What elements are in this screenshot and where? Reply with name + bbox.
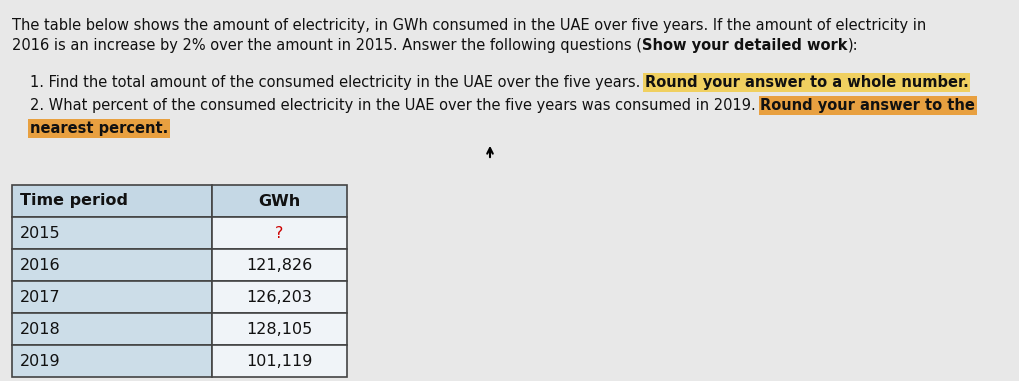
- Text: 2015: 2015: [20, 226, 60, 240]
- Bar: [212, 185, 347, 217]
- Text: 126,203: 126,203: [247, 290, 313, 304]
- Bar: [12, 281, 212, 313]
- Text: ):: ):: [848, 38, 858, 53]
- Bar: [12, 345, 212, 377]
- Bar: [212, 313, 347, 345]
- Text: 121,826: 121,826: [247, 258, 313, 272]
- Text: 2019: 2019: [20, 354, 60, 368]
- Bar: [12, 185, 212, 217]
- Bar: [12, 217, 212, 249]
- Text: The table below shows the amount of electricity, in GWh consumed in the UAE over: The table below shows the amount of elec…: [12, 18, 926, 33]
- Text: nearest percent.: nearest percent.: [30, 121, 168, 136]
- Text: ?: ?: [275, 226, 283, 240]
- Text: Round your answer to the: Round your answer to the: [760, 98, 975, 113]
- Text: 2018: 2018: [20, 322, 61, 336]
- Text: 2016 is an increase by 2% over the amount in 2015. Answer the following question: 2016 is an increase by 2% over the amoun…: [12, 38, 642, 53]
- Text: GWh: GWh: [259, 194, 301, 208]
- Text: Show your detailed work: Show your detailed work: [642, 38, 848, 53]
- Text: Round your answer to a whole number.: Round your answer to a whole number.: [645, 75, 969, 90]
- Bar: [212, 249, 347, 281]
- Text: Time period: Time period: [20, 194, 128, 208]
- Bar: [212, 345, 347, 377]
- Text: 101,119: 101,119: [247, 354, 313, 368]
- Text: 1. Find the total amount of the consumed electricity in the UAE over the five ye: 1. Find the total amount of the consumed…: [30, 75, 645, 90]
- Bar: [212, 281, 347, 313]
- Bar: [12, 313, 212, 345]
- Text: 128,105: 128,105: [247, 322, 313, 336]
- Text: 2. What percent of the consumed electricity in the UAE over the five years was c: 2. What percent of the consumed electric…: [30, 98, 760, 113]
- Text: 2017: 2017: [20, 290, 60, 304]
- Bar: [212, 217, 347, 249]
- Text: 2016: 2016: [20, 258, 60, 272]
- Bar: [12, 249, 212, 281]
